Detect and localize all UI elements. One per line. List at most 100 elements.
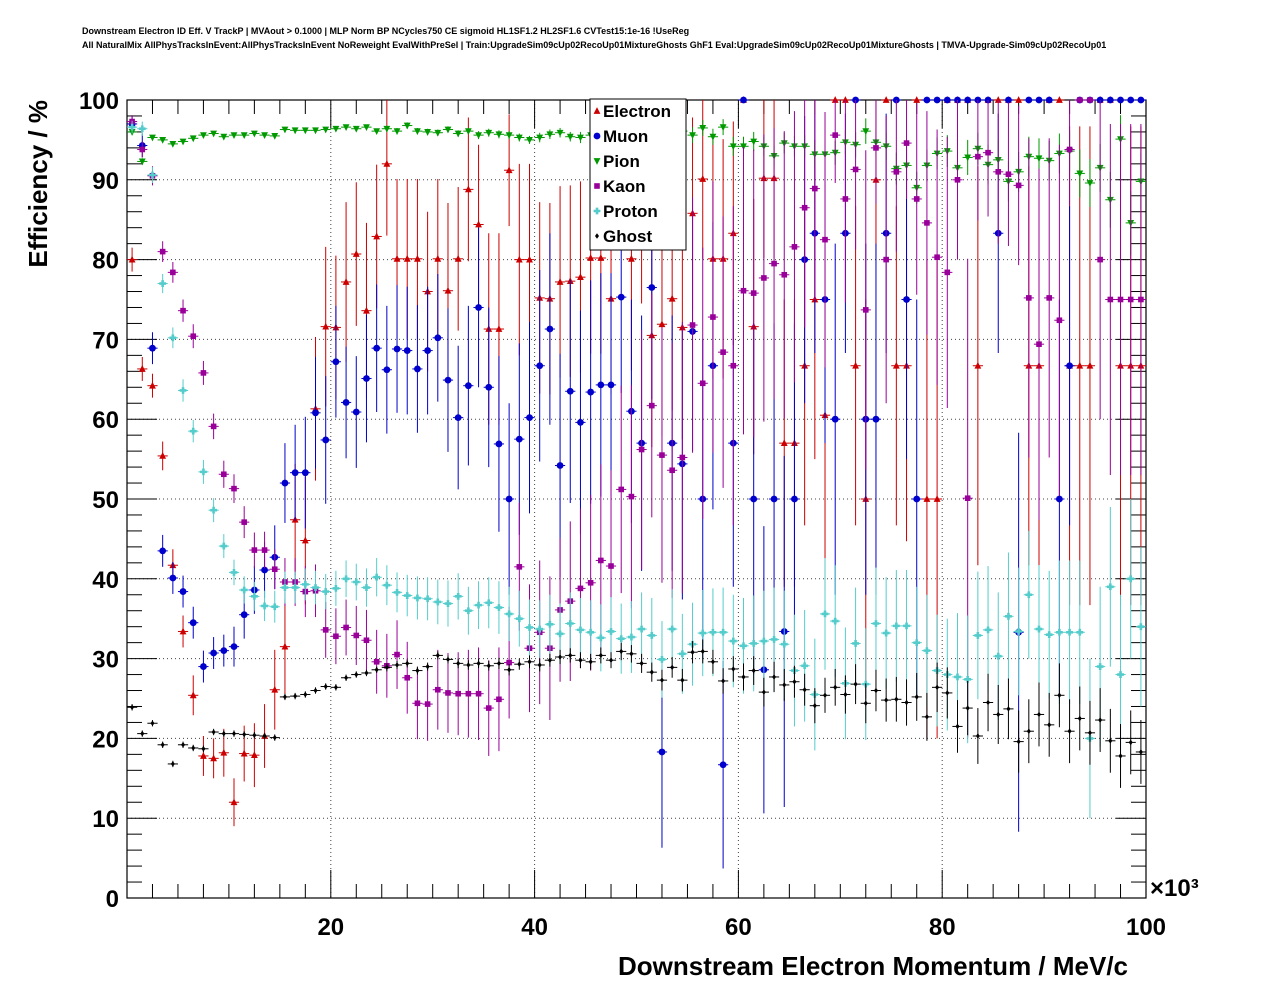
ghost-point [211,729,216,735]
pion-point [546,131,554,139]
ghost-point [1057,692,1062,699]
proton-point [261,602,268,610]
ghost-point [140,730,145,737]
muon-point [791,495,798,503]
muon-point [740,96,747,104]
ghost-point [1098,717,1103,723]
electron-point [434,254,442,262]
ghost-point [191,745,196,751]
electron-point [281,642,289,650]
electron-point [271,685,279,693]
ghost-point [466,662,471,668]
pion-point [964,154,972,162]
electron-point [210,754,218,762]
pion-point [495,131,503,139]
kaon-point [995,169,1002,175]
ghost-point [924,714,929,720]
pion-point [556,129,564,137]
electron-point [159,452,167,459]
pion-point [403,122,411,130]
kaon-point [985,149,991,156]
proton-point [964,675,972,683]
ghost-point [761,689,766,695]
ghost-point [486,662,491,669]
proton-point [301,580,309,588]
pion-point [200,132,207,140]
kaon-point [618,486,625,493]
kaon-point [1046,295,1052,301]
kaon-point [1087,97,1093,103]
ghost-point [1037,711,1042,718]
ghost-point [272,734,277,741]
muon-point [383,366,391,374]
legend-label-proton: Proton [603,202,658,221]
muon-point [230,643,238,651]
kaon-point [913,196,920,202]
proton-point [475,601,482,609]
electron-point [882,96,890,103]
y-tick-label: 60 [92,407,119,434]
muon-point [566,387,574,395]
kaon-point [903,140,910,146]
ghost-point [1128,739,1133,746]
proton-point [678,650,686,658]
kaon-point [761,275,767,281]
pion-point [526,137,533,144]
kaon-point [1036,341,1042,347]
electron-point [628,254,635,262]
electron-point [1076,361,1084,369]
proton-point [230,569,238,576]
muon-point [424,347,432,354]
proton-point [189,427,197,435]
ghost-point [955,723,960,730]
electron-point [149,381,156,389]
proton-point [169,334,177,342]
kaon-point [1117,296,1124,303]
legend-label-electron: Electron [603,102,671,121]
kaon-point [689,322,696,328]
ghost-point [843,691,848,698]
electron-point [577,273,584,281]
x-tick-label: 80 [929,914,956,941]
ghost-point [333,684,338,691]
proton-point [363,584,370,591]
kaon-point [801,204,808,211]
ghost-point [1087,730,1092,736]
muon-point [719,761,727,769]
y-tick-label: 10 [92,806,119,833]
ghost-point [904,699,909,706]
kaon-point [883,256,889,263]
muon-point [434,334,442,342]
ghost-point [965,705,970,711]
pion-point [414,128,421,136]
electron-point [373,232,381,240]
ghost-point [598,652,603,659]
proton-point [281,584,289,591]
proton-point [464,607,472,615]
pion-point [464,128,472,136]
proton-point [342,575,350,583]
muon-point [322,436,330,444]
ghost-point [812,702,817,709]
proton-point [373,573,381,581]
electron-point [994,96,1002,103]
proton-point [903,622,910,630]
ghost-point [282,694,287,700]
pion-point [342,124,350,132]
ghost-point [201,745,206,752]
kaon-point [852,166,859,173]
kaon-point [221,471,227,478]
kaon-point [394,651,400,658]
muon-point [831,415,839,423]
proton-point [200,468,207,476]
kaon-point [587,579,594,586]
ghost-point [415,667,420,674]
ghost-point [1067,728,1072,735]
ghost-point [323,683,328,690]
ghost-point [130,704,135,711]
ghost-point [670,664,675,671]
ghost-point [221,730,226,737]
ghost-point [1047,722,1052,728]
pion-point [169,140,177,148]
ghost-point [558,654,563,660]
